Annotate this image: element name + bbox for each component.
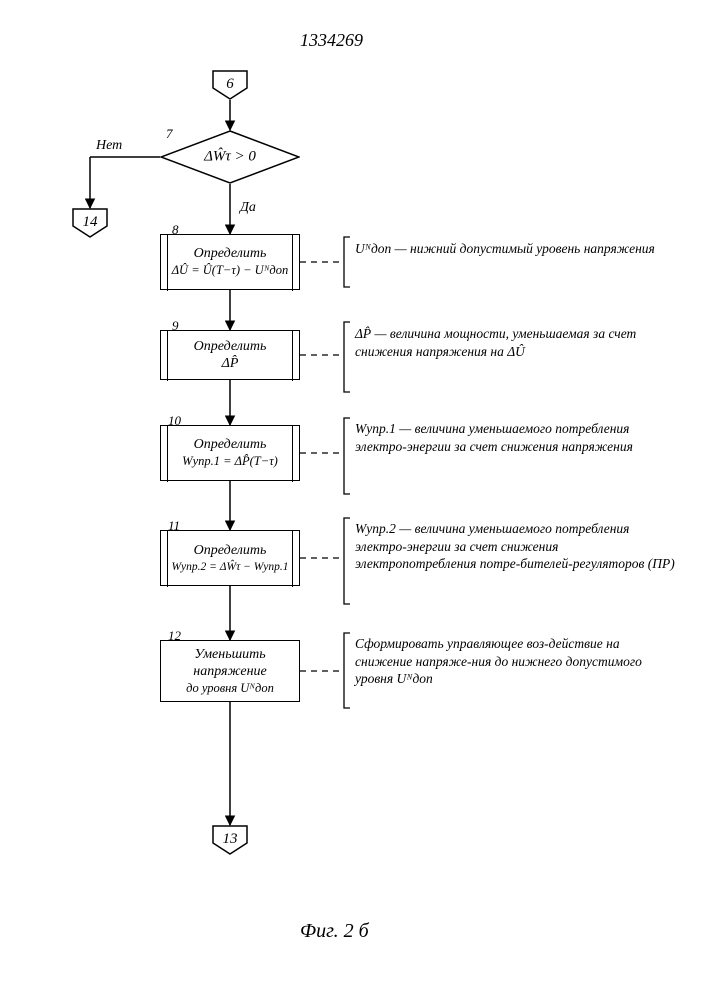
annot-9-text: — величина мощности, уменьшаемая за счет… — [355, 326, 636, 359]
step-10-line2: Wупр.1 = ΔP̂(T−τ) — [171, 454, 289, 470]
annot-11-term: Wупр.2 — [355, 520, 396, 538]
annot-8-text: — нижний допустимый уровень напряжения — [395, 241, 655, 256]
step-8-line2: ΔÛ = Û(T−τ) − Uᴺдоп — [171, 263, 289, 279]
decision-7: ΔŴτ > 0 — [160, 130, 300, 184]
decision-7-num: 7 — [166, 126, 173, 142]
step-8-line1: Определить — [171, 245, 289, 263]
step-12-line1: Уменьшить — [165, 646, 295, 664]
step-9-line1: Определить — [171, 338, 289, 356]
step-11-line2: Wупр.2 = ΔŴτ − Wупр.1 — [171, 560, 289, 574]
step-8: Определить ΔÛ = Û(T−τ) − Uᴺдоп — [160, 234, 300, 290]
annot-10: Wупр.1 — величина уменьшаемого потреблен… — [355, 420, 665, 455]
annot-8: Uᴺдоп — нижний допустимый уровень напряж… — [355, 240, 655, 258]
step-9-line2: ΔP̂ — [171, 355, 289, 373]
step-9-num: 9 — [172, 318, 179, 334]
step-12-line2: напряжение — [165, 663, 295, 681]
step-8-num: 8 — [172, 222, 179, 238]
step-9: Определить ΔP̂ — [160, 330, 300, 380]
step-12-num: 12 — [168, 628, 181, 644]
step-12: Уменьшить напряжение до уровня Uᴺдоп — [160, 640, 300, 702]
step-10-line1: Определить — [171, 436, 289, 454]
annot-12-text: Сформировать управляющее воз-действие на… — [355, 636, 642, 686]
annot-10-term: Wупр.1 — [355, 420, 396, 438]
edge-no-label: Нет — [96, 138, 122, 154]
step-10: Определить Wупр.1 = ΔP̂(T−τ) — [160, 425, 300, 481]
page-number: 1334269 — [300, 30, 363, 51]
annot-8-term: Uᴺдоп — [355, 240, 391, 258]
annot-10-text: — величина уменьшаемого потребления элек… — [355, 421, 633, 454]
annot-12: Сформировать управляющее воз-действие на… — [355, 635, 675, 688]
annot-9: ΔP̂ — величина мощности, уменьшаемая за … — [355, 325, 665, 360]
connector-13-label: 13 — [212, 831, 248, 848]
step-12-line3: до уровня Uᴺдоп — [165, 681, 295, 697]
annot-11: Wупр.2 — величина уменьшаемого потреблен… — [355, 520, 675, 573]
edge-yes-label: Да — [240, 200, 256, 216]
step-11: Определить Wупр.2 = ΔŴτ − Wупр.1 — [160, 530, 300, 586]
decision-7-text: ΔŴτ > 0 — [160, 149, 300, 166]
annot-11-text: — величина уменьшаемого потребления элек… — [355, 521, 675, 571]
figure-caption: Фиг. 2 б — [300, 920, 369, 943]
step-11-num: 11 — [168, 518, 180, 534]
step-10-num: 10 — [168, 413, 181, 429]
annot-9-term: ΔP̂ — [355, 325, 371, 343]
connector-14-label: 14 — [72, 214, 108, 231]
connector-6-label: 6 — [212, 76, 248, 93]
step-11-line1: Определить — [171, 542, 289, 560]
